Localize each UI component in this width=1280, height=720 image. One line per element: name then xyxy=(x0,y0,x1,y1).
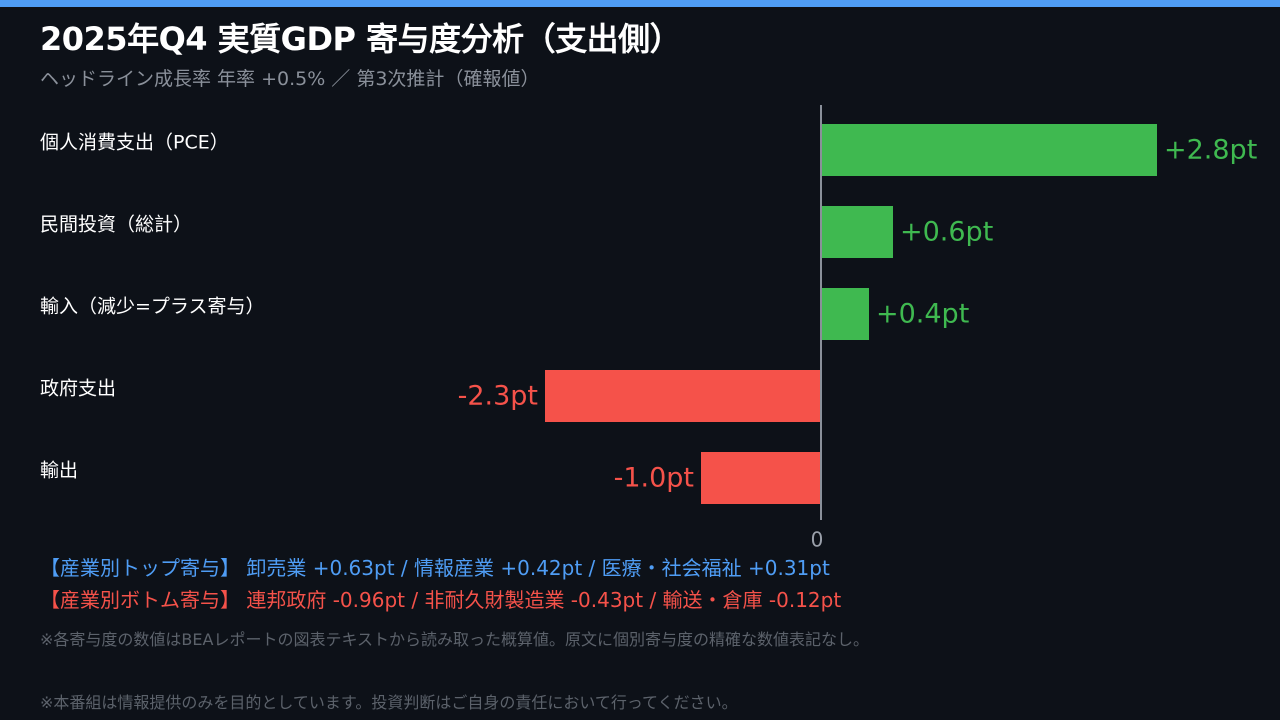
category-label: 個人消費支出（PCE） xyxy=(40,132,229,154)
value-label: -1.0pt xyxy=(614,463,694,494)
top-contributors-note: 【産業別トップ寄与】 卸売業 +0.63pt / 情報産業 +0.42pt / … xyxy=(40,556,830,580)
bar xyxy=(821,124,1157,176)
category-label: 民間投資（総計） xyxy=(40,214,192,236)
bar xyxy=(821,288,869,340)
category-label: 輸出 xyxy=(40,460,78,482)
top-accent-bar xyxy=(0,0,1280,7)
bar xyxy=(821,206,893,258)
bottom-contributors-note: 【産業別ボトム寄与】 連邦政府 -0.96pt / 非耐久財製造業 -0.43p… xyxy=(40,588,842,612)
category-label: 輸入（減少=プラス寄与） xyxy=(40,296,265,318)
value-label: -2.3pt xyxy=(458,381,538,412)
page-title: 2025年Q4 実質GDP 寄与度分析（支出側） xyxy=(40,20,682,58)
value-label: +0.6pt xyxy=(900,217,993,248)
x-tick-label: 0 xyxy=(811,528,824,552)
footnote: ※各寄与度の数値はBEAレポートの図表テキストから読み取った概算値。原文に個別寄… xyxy=(40,630,869,649)
contribution-bar-chart: 個人消費支出（PCE） +2.8pt 民間投資（総計） +0.6pt 輸入（減少=プラス… xyxy=(40,105,1257,552)
value-label: +0.4pt xyxy=(876,299,969,330)
bar xyxy=(701,452,821,504)
page-subtitle: ヘッドライン成長率 年率 +0.5% ／ 第3次推計（確報値） xyxy=(40,68,540,90)
bar xyxy=(545,370,821,422)
disclaimer: ※本番組は情報提供のみを目的としています。投資判断はご自身の責任において行ってく… xyxy=(40,693,738,712)
value-label: +2.8pt xyxy=(1164,135,1257,166)
category-label: 政府支出 xyxy=(40,378,116,400)
